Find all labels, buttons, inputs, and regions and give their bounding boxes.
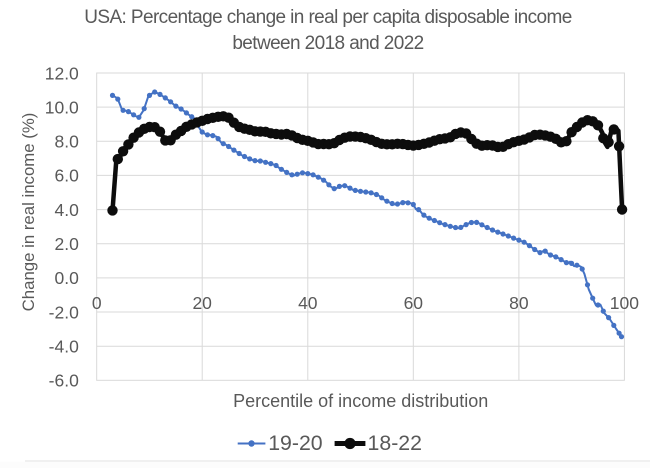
svg-text:12.0: 12.0 (45, 63, 79, 83)
svg-text:19-20: 19-20 (268, 431, 323, 455)
svg-text:between 2018 and 2022: between 2018 and 2022 (232, 33, 423, 54)
svg-text:4.0: 4.0 (54, 200, 79, 220)
svg-text:USA: Percentage change in real: USA: Percentage change in real per capit… (84, 7, 571, 28)
svg-text:0.0: 0.0 (54, 268, 79, 288)
svg-text:40: 40 (298, 293, 318, 313)
svg-text:6.0: 6.0 (54, 166, 79, 186)
svg-text:0: 0 (92, 293, 102, 313)
svg-text:10.0: 10.0 (45, 97, 79, 117)
svg-text:20: 20 (192, 293, 212, 313)
svg-text:-6.0: -6.0 (49, 371, 79, 391)
svg-text:Percentile of income distribut: Percentile of income distribution (233, 391, 488, 411)
svg-text:80: 80 (509, 293, 529, 313)
svg-text:60: 60 (404, 293, 424, 313)
svg-text:8.0: 8.0 (54, 132, 79, 152)
svg-text:2.0: 2.0 (54, 234, 79, 254)
svg-text:Change in real income (%): Change in real income (%) (19, 113, 38, 312)
svg-text:100: 100 (610, 293, 639, 313)
svg-text:18-22: 18-22 (368, 431, 422, 455)
svg-text:-2.0: -2.0 (49, 302, 79, 322)
svg-text:-4.0: -4.0 (49, 337, 79, 357)
